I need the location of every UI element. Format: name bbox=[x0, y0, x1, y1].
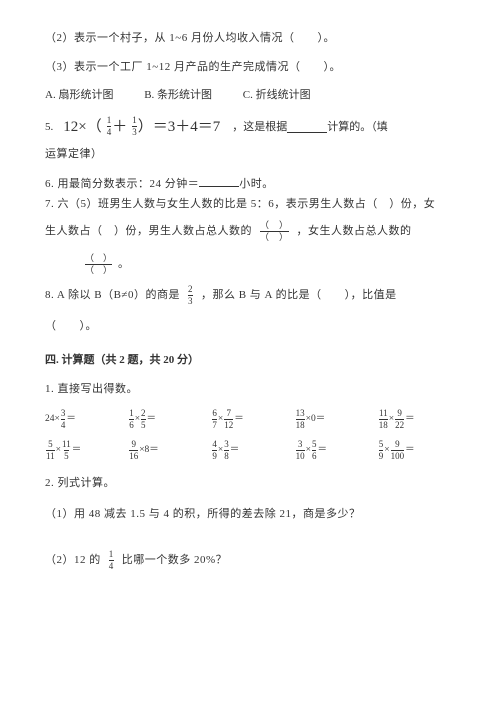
task2-2: （2）12 的 1 4 比哪一个数多 20%？ bbox=[45, 550, 455, 571]
q6: 6. 用最简分数表示：24 分钟＝小时。 bbox=[45, 175, 455, 193]
q5-num: 5. bbox=[45, 119, 53, 136]
option-a: A. 扇形统计图 bbox=[45, 89, 113, 101]
task2: 2. 列式计算。 bbox=[45, 475, 455, 492]
option-b: B. 条形统计图 bbox=[144, 89, 212, 101]
q3: （3）表示一个工厂 1~12 月产品的生产完成情况（ ）。 bbox=[45, 59, 455, 76]
calc-4: 1318 ×0＝ bbox=[295, 409, 372, 430]
t2-2-frac: 1 4 bbox=[109, 550, 114, 571]
q8: 8. A 除以 B（B≠0）的商是 2 3 ，那么 B 与 A 的比是（ ），比… bbox=[45, 285, 455, 306]
q7a: 7. 六（5）班男生人数与女生人数的比是 5：6，表示男生人数占（ ）份，女 bbox=[45, 196, 455, 213]
calc-3: 67 × 712 ＝ bbox=[211, 409, 288, 430]
q2: （2）表示一个村子，从 1~6 月份人均收入情况（ ）。 bbox=[45, 30, 455, 47]
q5-expr-b: ）＝3＋4＝7 bbox=[138, 116, 221, 139]
calc-5: 1118 × 922 ＝ bbox=[378, 409, 455, 430]
section-4-title: 四. 计算题（共 2 题，共 20 分） bbox=[45, 352, 455, 369]
q7c-frac: （ ） （ ） 。 bbox=[85, 254, 455, 275]
calc-6: 511 × 115 ＝ bbox=[45, 440, 122, 461]
q5-frac1: 1 4 bbox=[107, 116, 112, 137]
q3-options: A. 扇形统计图 B. 条形统计图 C. 折线统计图 bbox=[45, 87, 455, 104]
q8c: （ ）。 bbox=[45, 318, 455, 335]
q5-line2: 运算定律） bbox=[45, 146, 455, 163]
q5-tail1: ，这是根据 bbox=[232, 119, 287, 136]
calc-8: 49 × 38 ＝ bbox=[211, 440, 288, 461]
q5-plus: ＋ bbox=[112, 116, 127, 139]
option-c: C. 折线统计图 bbox=[243, 89, 311, 101]
paren-frac-2: （ ） （ ） bbox=[85, 254, 112, 275]
calc-9: 310 × 56 ＝ bbox=[295, 440, 372, 461]
q7b: 生人数占（ ）份，男生人数占总人数的 （ ） （ ） ，女生人数占总人数的 bbox=[45, 221, 455, 242]
q5-blank bbox=[287, 121, 327, 133]
q5: 5. 12×（ 1 4 ＋ 1 3 ）＝3＋4＝7 ，这是根据 计算的。（填 bbox=[45, 116, 455, 139]
calc-10: 59 × 9100 ＝ bbox=[378, 440, 455, 461]
q5-frac2: 1 3 bbox=[132, 116, 137, 137]
task1: 1. 直接写出得数。 bbox=[45, 381, 455, 398]
calc-1: 24× 34 ＝ bbox=[45, 409, 122, 430]
task2-1: （1）用 48 减去 1.5 与 4 的积，所得的差去除 21，商是多少？ bbox=[45, 506, 455, 523]
q5-tail2: 计算的。（填 bbox=[327, 119, 388, 136]
page-root: （2）表示一个村子，从 1~6 月份人均收入情况（ ）。 （3）表示一个工厂 1… bbox=[0, 0, 500, 603]
calc-2: 16 × 25 ＝ bbox=[128, 409, 205, 430]
q5-expr-a: 12×（ bbox=[63, 116, 101, 139]
q8-frac: 2 3 bbox=[188, 285, 193, 306]
calc-grid: 24× 34 ＝ 16 × 25 ＝ 67 × 712 ＝ 1318 ×0＝ 1… bbox=[45, 409, 455, 461]
calc-7: 916 ×8＝ bbox=[128, 440, 205, 461]
paren-frac-1: （ ） （ ） bbox=[260, 221, 289, 242]
